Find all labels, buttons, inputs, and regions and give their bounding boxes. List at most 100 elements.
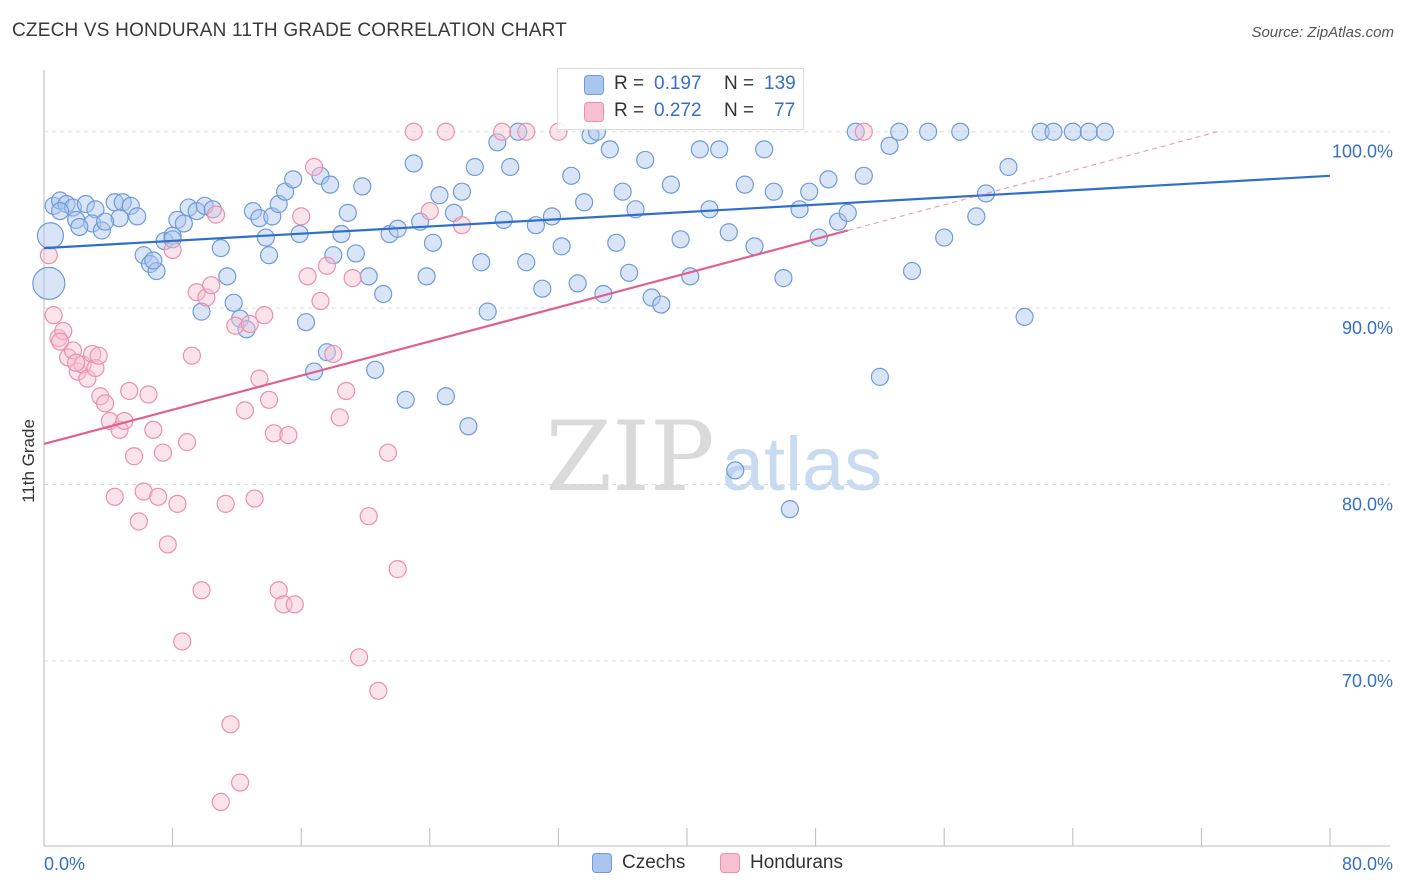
czech-point xyxy=(423,233,443,252)
czech-point xyxy=(50,201,70,221)
legend-label: Czechs xyxy=(622,852,686,873)
czech-point xyxy=(366,360,385,379)
series-legend: Czechs Hondurans xyxy=(0,852,1406,878)
czech-point xyxy=(284,170,303,189)
tick-labels: 70.0% 80.0% 90.0% 100.0% 0.0% 80.0% xyxy=(44,142,1393,874)
honduran-trend-line xyxy=(43,229,849,445)
czech-point xyxy=(211,239,230,258)
czech-point xyxy=(1031,122,1050,141)
honduran-point xyxy=(39,246,58,265)
czech-point xyxy=(780,500,799,519)
r-label: R = xyxy=(614,73,645,94)
honduran-point xyxy=(359,507,378,526)
legend-item-hondurans[interactable]: Hondurans xyxy=(720,852,843,874)
czech-point xyxy=(110,209,129,228)
czech-point xyxy=(140,254,160,274)
honduran-point xyxy=(139,385,158,404)
czech-point xyxy=(819,170,838,189)
x-tick-label: 80.0% xyxy=(1342,854,1393,874)
czech-point xyxy=(237,320,256,339)
czech-point xyxy=(774,269,793,288)
czech-point xyxy=(1095,122,1115,141)
honduran-point xyxy=(292,207,311,226)
czech-point xyxy=(338,203,357,222)
y-tick-label: 100.0% xyxy=(1332,142,1393,162)
honduran-point xyxy=(177,433,197,452)
czech-point xyxy=(259,246,279,265)
source-credit: Source: ZipAtlas.com xyxy=(1251,24,1394,41)
czech-point xyxy=(147,261,166,281)
czech-point xyxy=(951,122,970,141)
czech-point xyxy=(324,246,343,265)
czech-point xyxy=(224,293,243,312)
honduran-point xyxy=(298,267,317,286)
honduran-point xyxy=(304,157,324,177)
honduran-point xyxy=(173,632,192,651)
y-tick-label: 70.0% xyxy=(1342,671,1393,691)
honduran-point xyxy=(343,269,362,288)
honduran-point xyxy=(285,595,304,614)
czech-point xyxy=(256,228,275,247)
czech-point xyxy=(472,253,491,272)
czech-point xyxy=(163,230,182,249)
honduran-point xyxy=(245,489,264,508)
czech-point xyxy=(755,140,774,159)
czech-point xyxy=(919,122,938,141)
czech-point xyxy=(174,214,193,233)
czechs-swatch xyxy=(584,75,604,95)
czech-point xyxy=(976,184,996,203)
honduran-point xyxy=(235,401,255,420)
hondurans-swatch xyxy=(720,853,740,873)
czech-point xyxy=(459,417,478,436)
honduran-point xyxy=(436,122,455,141)
honduran-point xyxy=(279,425,298,445)
legend-label: Hondurans xyxy=(750,852,843,873)
czech-point xyxy=(317,343,337,362)
correlation-legend: R = 0.197 N = 139 R = 0.272 N = 77 xyxy=(557,68,804,130)
honduran-point xyxy=(337,381,356,401)
honduran-point xyxy=(264,424,283,443)
honduran-point xyxy=(54,321,73,341)
honduran-point xyxy=(149,487,168,506)
czech-point xyxy=(128,207,147,226)
czech-point xyxy=(1063,122,1082,141)
honduran-point xyxy=(259,390,279,409)
czech-point xyxy=(374,284,393,304)
honduran-point xyxy=(330,408,349,427)
czech-point xyxy=(600,140,619,159)
honduran-point xyxy=(404,122,423,141)
honduran-point xyxy=(221,715,240,734)
czech-point xyxy=(620,263,639,282)
honduran-point xyxy=(182,346,201,365)
honduran-point xyxy=(311,291,330,311)
czechs-swatch xyxy=(592,853,612,873)
czech-point xyxy=(642,288,661,307)
honduran-point xyxy=(349,648,369,667)
czech-point xyxy=(690,140,709,159)
czech-point xyxy=(764,182,783,201)
czech-point xyxy=(671,230,690,249)
honduran-point xyxy=(317,256,337,275)
r-value: 0.272 xyxy=(654,100,702,121)
czech-point xyxy=(999,157,1018,177)
legend-item-czechs[interactable]: Czechs xyxy=(592,852,685,874)
honduran-point xyxy=(168,494,187,513)
czech-point xyxy=(501,157,520,177)
czech-point xyxy=(745,237,764,256)
honduran-point xyxy=(144,420,163,439)
honduran-point xyxy=(378,443,398,462)
czech-point xyxy=(465,157,484,177)
czech-point xyxy=(404,154,423,173)
honduran-point xyxy=(187,283,206,302)
czech-point xyxy=(417,267,436,286)
honduran-point xyxy=(124,447,144,466)
czech-point xyxy=(192,302,211,321)
czech-point xyxy=(652,295,671,314)
czech-point xyxy=(296,313,316,332)
chart-title: CZECH VS HONDURAN 11TH GRADE CORRELATION… xyxy=(12,20,567,41)
czech-point xyxy=(517,253,536,272)
czech-point xyxy=(32,266,66,300)
y-tick-label: 80.0% xyxy=(1342,494,1393,514)
czech-point xyxy=(478,302,497,321)
y-axis-label: 11th Grade xyxy=(19,419,38,503)
